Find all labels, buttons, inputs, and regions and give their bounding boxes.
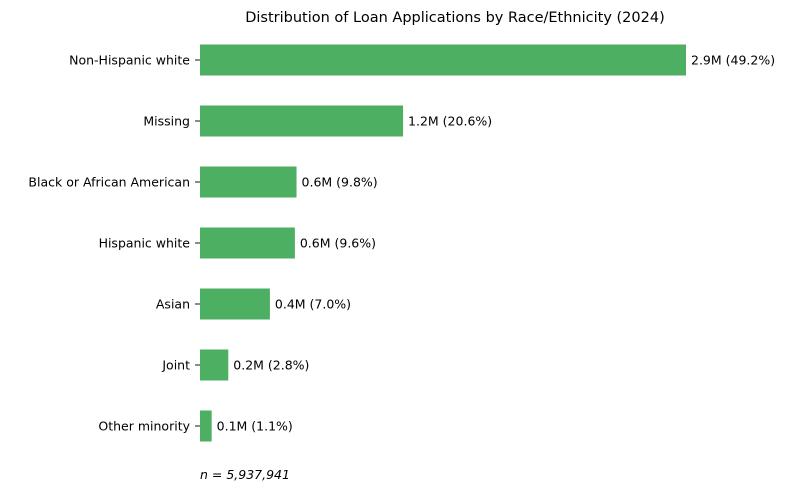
y-tick-label: Non-Hispanic white	[69, 53, 190, 68]
chart-title: Distribution of Loan Applications by Rac…	[245, 10, 665, 26]
data-label: 0.6M (9.8%)	[302, 175, 378, 190]
bars-group: Non-Hispanic white 2.9M (49.2%) Missing 1.2…	[28, 44, 775, 442]
y-tick-label: Other minority	[98, 419, 190, 434]
bar-other-minority	[200, 410, 212, 442]
bar-hispanic-white	[200, 227, 295, 259]
data-label: 0.1M (1.1%)	[217, 419, 293, 434]
y-tick-label: Hispanic white	[99, 236, 191, 251]
data-label: 2.9M (49.2%)	[691, 53, 775, 68]
bar-asian	[200, 288, 270, 320]
sample-size-annotation: n = 5,937,941	[200, 467, 290, 482]
bar-black-or-african-american	[200, 166, 297, 198]
data-label: 0.4M (7.0%)	[275, 297, 351, 312]
data-label: 0.2M (2.8%)	[233, 358, 309, 373]
y-tick-label: Black or African American	[28, 175, 190, 190]
bar-non-hispanic-white	[200, 44, 686, 76]
y-tick-label: Asian	[156, 297, 190, 312]
data-label: 0.6M (9.6%)	[300, 236, 376, 251]
y-tick-label: Joint	[161, 358, 190, 373]
bar-joint	[200, 349, 229, 381]
y-tick-label: Missing	[143, 114, 190, 129]
bar-missing	[200, 105, 404, 137]
data-label: 1.2M (20.6%)	[408, 114, 492, 129]
